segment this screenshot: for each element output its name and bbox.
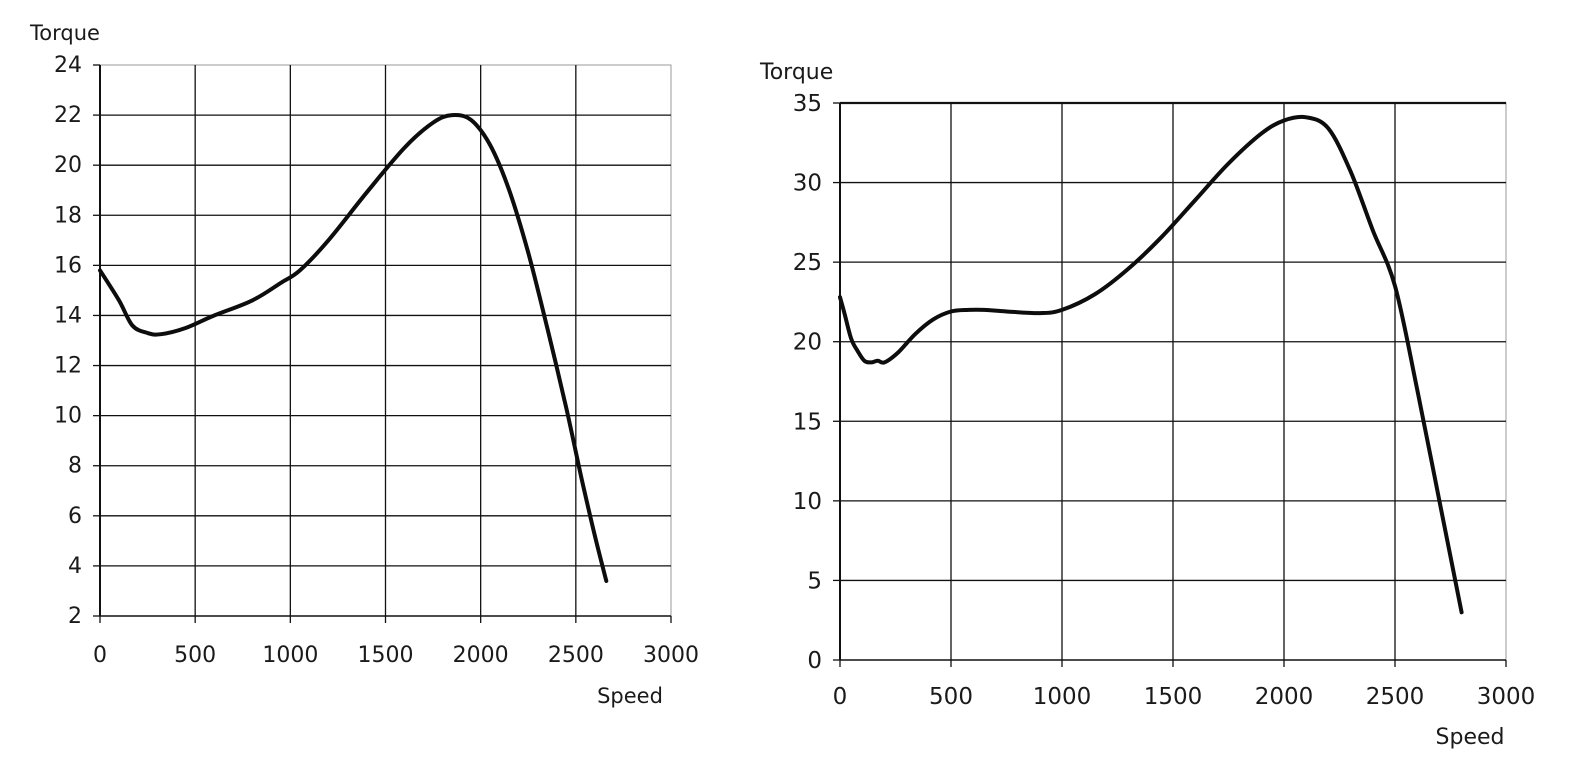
- x-tick-label: 0: [833, 684, 848, 710]
- x-tick-label: 2000: [453, 643, 509, 668]
- y-tick-label: 20: [54, 153, 82, 178]
- chart-1: 0 500 1000 1500 2000 2500 30002468101214161820…: [29, 21, 699, 708]
- x-tick-label: 0: [93, 643, 107, 668]
- x-tick-label: 1000: [1033, 684, 1092, 710]
- y-tick-label: 8: [68, 454, 82, 479]
- y-tick-label: 10: [793, 489, 822, 515]
- y-tick-label: 22: [54, 103, 82, 128]
- y-tick-label: 35: [793, 91, 822, 117]
- x-tick-label: 3000: [1477, 684, 1536, 710]
- chart-2: 0 500 1000 1500 2000 2500 3000 0 5 10 15 20 25 30 35 To…: [759, 60, 1535, 750]
- y-tick-label: 0: [807, 648, 822, 674]
- x-tick-label: 2500: [548, 643, 604, 668]
- y-tick-label: 25: [793, 250, 822, 276]
- torque-curve-series-1: [838, 114, 1464, 615]
- y-tick-label: 12: [54, 354, 82, 379]
- x-axis-label: Speed: [1436, 725, 1505, 750]
- y-tick-label: 24: [54, 53, 82, 78]
- y-tick-label: 16: [54, 253, 82, 278]
- x-tick-label: 1500: [1144, 684, 1203, 710]
- x-tick-label: 500: [174, 643, 216, 668]
- x-axis-label: Speed: [597, 684, 663, 708]
- x-tick-label: 1500: [358, 643, 414, 668]
- torque-curve-series-1: [98, 112, 609, 583]
- x-tick-label: 1000: [262, 643, 318, 668]
- y-tick-label: 4: [68, 554, 82, 579]
- y-tick-label: 2: [68, 604, 82, 629]
- y-tick-label: 14: [54, 303, 82, 328]
- y-axis-label: Torque: [759, 60, 833, 85]
- x-tick-label: 2500: [1366, 684, 1425, 710]
- y-tick-label: 10: [54, 404, 82, 429]
- y-tick-label: 15: [793, 409, 822, 435]
- x-tick-label: 2000: [1255, 684, 1314, 710]
- y-tick-label: 18: [54, 203, 82, 228]
- y-tick-label: 6: [68, 504, 82, 529]
- y-tick-label: 5: [807, 568, 822, 594]
- y-tick-label: 30: [793, 171, 822, 197]
- x-tick-label: 3000: [643, 643, 699, 668]
- y-axis-label: Torque: [29, 21, 100, 45]
- y-tick-label: 20: [793, 330, 822, 356]
- x-tick-label: 500: [929, 684, 973, 710]
